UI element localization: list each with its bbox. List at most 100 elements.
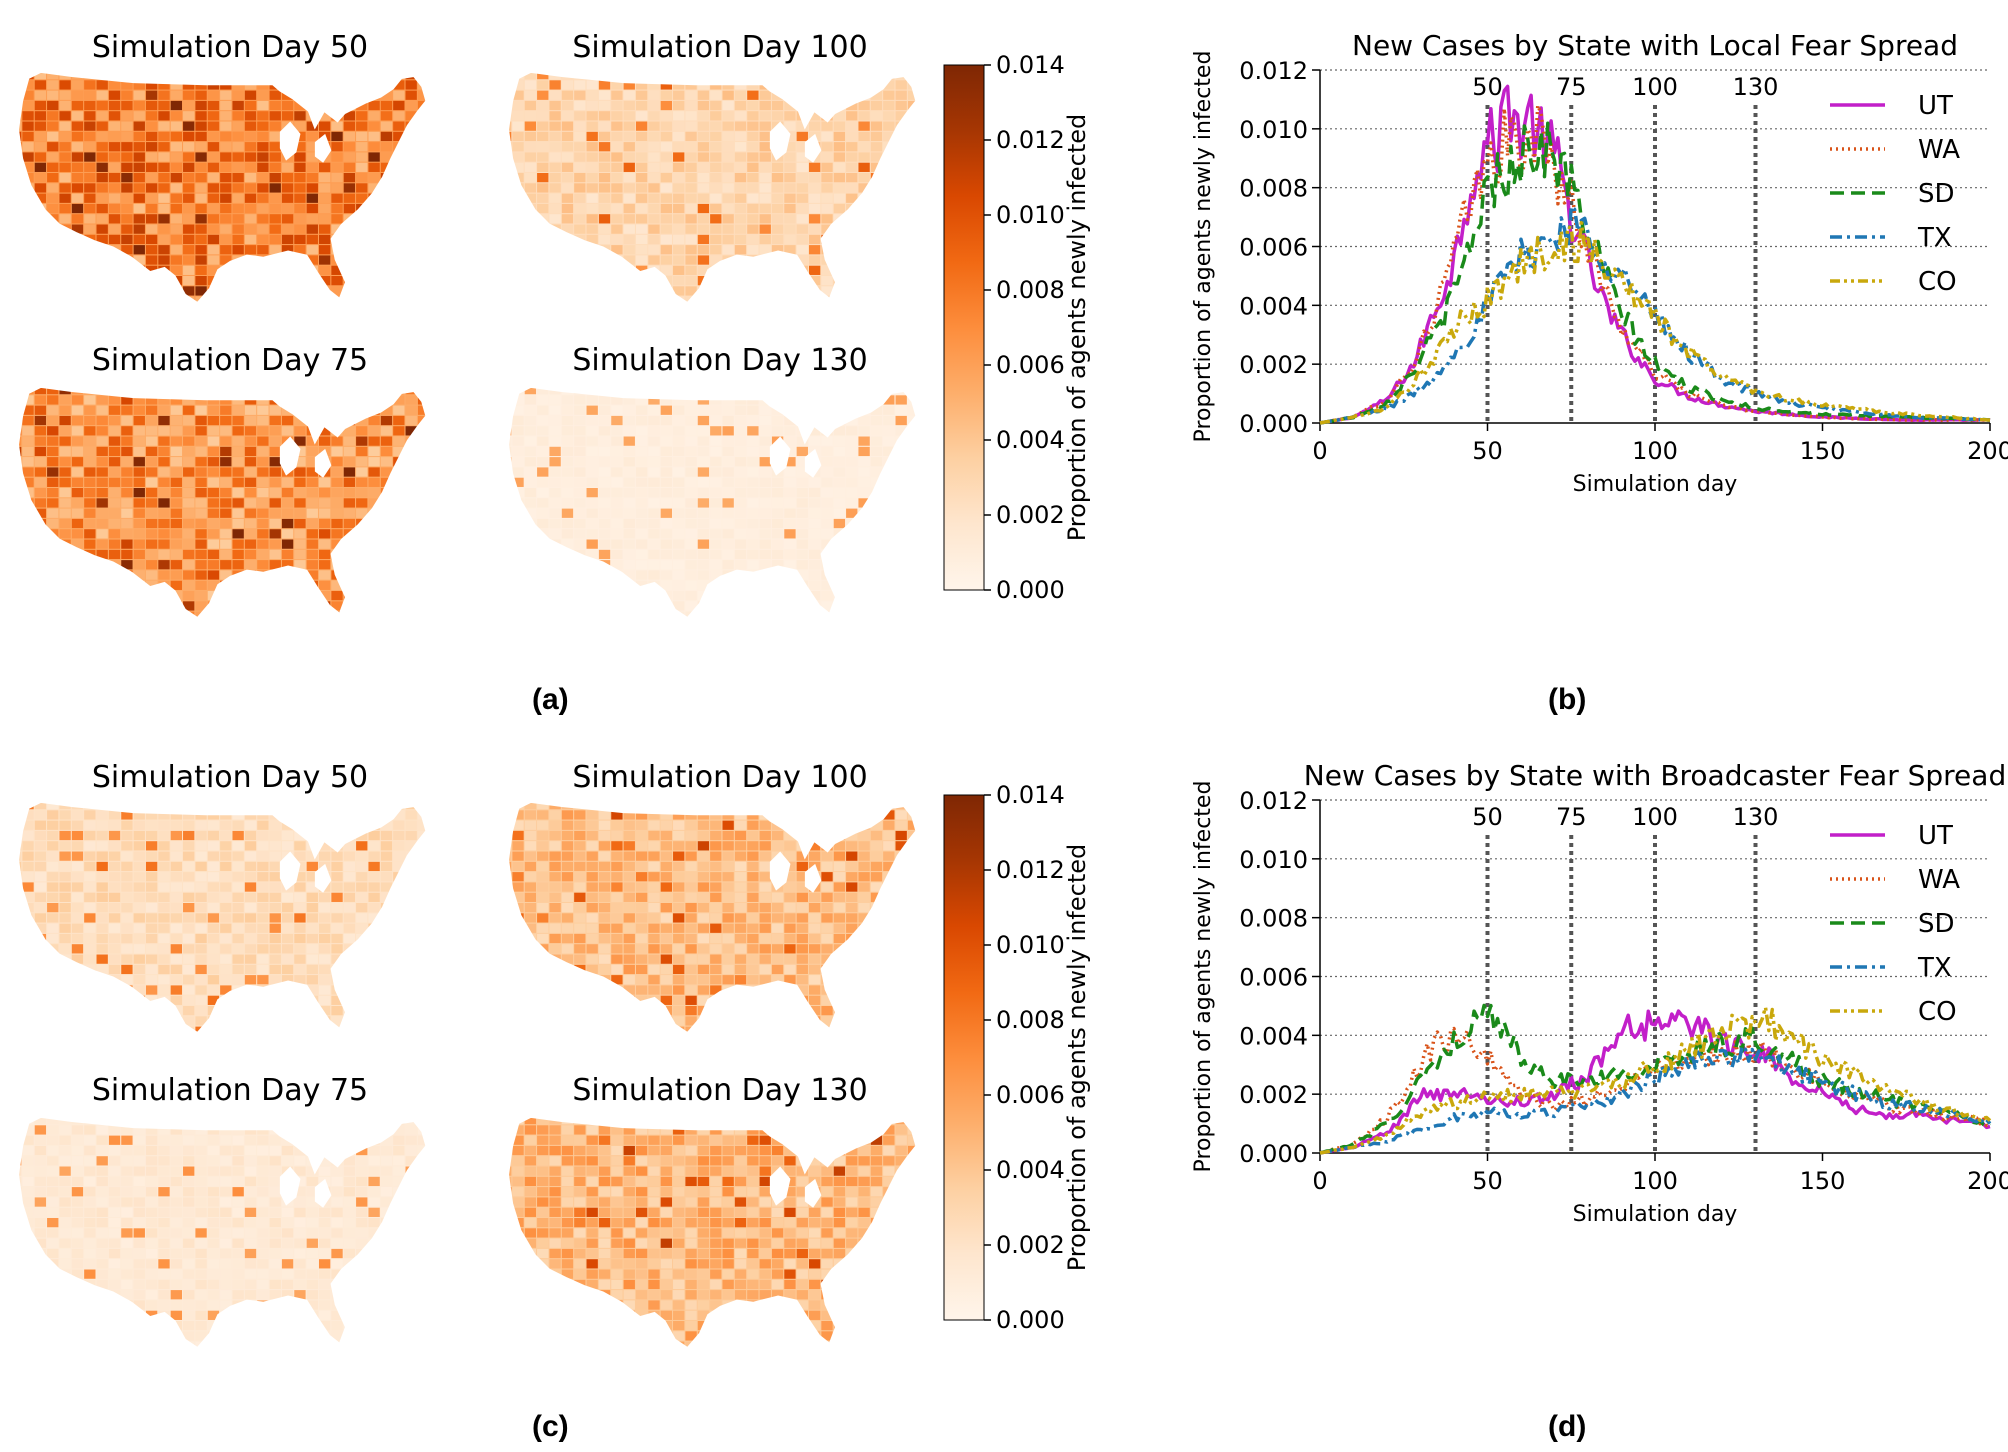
county-cell xyxy=(858,131,870,142)
county-cell xyxy=(598,820,611,830)
county-cell xyxy=(220,830,232,841)
county-cell xyxy=(319,995,331,1005)
county-cell xyxy=(170,286,183,296)
county-cell xyxy=(145,560,158,570)
county-cell xyxy=(685,1016,697,1026)
county-cell xyxy=(846,214,858,224)
county-cell xyxy=(343,570,356,580)
county-cell xyxy=(821,265,833,275)
county-cell xyxy=(623,985,635,995)
county-cell xyxy=(524,467,537,477)
county-cell xyxy=(22,446,34,457)
county-cell xyxy=(784,1006,796,1016)
county-cell xyxy=(635,529,648,539)
county-cell xyxy=(771,234,784,245)
county-cell xyxy=(809,498,821,508)
county-cell xyxy=(121,591,133,601)
county-cell xyxy=(660,861,673,872)
county-cell xyxy=(784,995,796,1005)
county-cell xyxy=(722,518,734,529)
county-cell xyxy=(47,549,59,560)
county-cell xyxy=(18,601,22,611)
county-cell xyxy=(611,810,623,820)
county-cell xyxy=(319,183,331,193)
county-cell xyxy=(220,183,232,193)
county-cell xyxy=(121,861,133,872)
county-cell xyxy=(561,923,574,933)
county-cell xyxy=(846,131,858,142)
county-cell xyxy=(648,307,659,316)
county-cell xyxy=(561,851,574,861)
county-cell xyxy=(574,580,586,590)
county-cell xyxy=(84,276,96,286)
county-cell xyxy=(747,477,759,487)
county-cell xyxy=(133,1026,145,1033)
county-cell xyxy=(368,80,380,90)
county-cell xyxy=(673,286,685,296)
county-cell xyxy=(883,975,895,985)
county-cell xyxy=(71,518,84,529)
county-cell xyxy=(561,255,574,265)
county-cell xyxy=(393,933,405,944)
county-cell xyxy=(22,944,34,954)
county-cell xyxy=(282,307,293,316)
county-cell xyxy=(537,591,549,601)
county-cell xyxy=(747,903,759,913)
county-cell xyxy=(171,622,182,631)
county-cell xyxy=(430,163,441,172)
county-cell xyxy=(96,80,108,90)
county-cell xyxy=(710,549,722,560)
county-cell xyxy=(846,152,858,162)
county-cell xyxy=(393,882,405,892)
county-cell xyxy=(121,539,133,549)
county-cell xyxy=(549,611,561,618)
county-cell xyxy=(96,131,108,142)
county-cell xyxy=(722,415,734,426)
county-cell xyxy=(623,601,635,611)
county-cell xyxy=(257,121,269,131)
county-cell xyxy=(537,183,549,193)
county-cell xyxy=(673,405,685,415)
county-cell xyxy=(833,508,846,518)
county-cell xyxy=(71,131,84,142)
county-cell xyxy=(623,1016,635,1026)
county-cell xyxy=(883,152,895,162)
county-cell xyxy=(34,861,47,872)
county-cell xyxy=(195,446,207,457)
county-cell xyxy=(895,591,907,601)
county-cell xyxy=(71,203,84,214)
county-cell xyxy=(871,307,882,316)
county-cell xyxy=(108,985,121,995)
county-cell xyxy=(108,121,121,131)
county-cell xyxy=(858,810,870,820)
county-cell xyxy=(648,964,660,975)
county-cell xyxy=(145,830,158,841)
county-cell xyxy=(10,1037,21,1046)
county-cell xyxy=(771,498,784,508)
county-cell xyxy=(257,426,269,436)
county-cell xyxy=(796,882,808,892)
county-cell xyxy=(858,944,870,954)
county-cell xyxy=(306,131,318,142)
county-cell xyxy=(512,446,524,457)
county-cell xyxy=(244,611,257,618)
county-cell xyxy=(512,214,524,224)
county-cell xyxy=(796,954,808,964)
county-cell xyxy=(771,173,784,183)
county-cell xyxy=(257,214,269,224)
county-cell xyxy=(220,193,232,203)
county-cell xyxy=(232,121,244,131)
county-cell xyxy=(47,933,59,944)
county-cell xyxy=(796,802,808,810)
county-cell xyxy=(508,985,512,995)
county-cell xyxy=(598,923,611,933)
county-cell xyxy=(183,580,195,590)
county-cell xyxy=(759,265,771,275)
county-cell xyxy=(759,245,771,255)
county-cell xyxy=(660,611,673,618)
county-cell xyxy=(306,121,318,131)
colorbar-tick-label: 0.004 xyxy=(996,426,1065,454)
county-cell xyxy=(784,518,796,529)
county-cell xyxy=(734,286,747,296)
county-cell xyxy=(170,933,183,944)
